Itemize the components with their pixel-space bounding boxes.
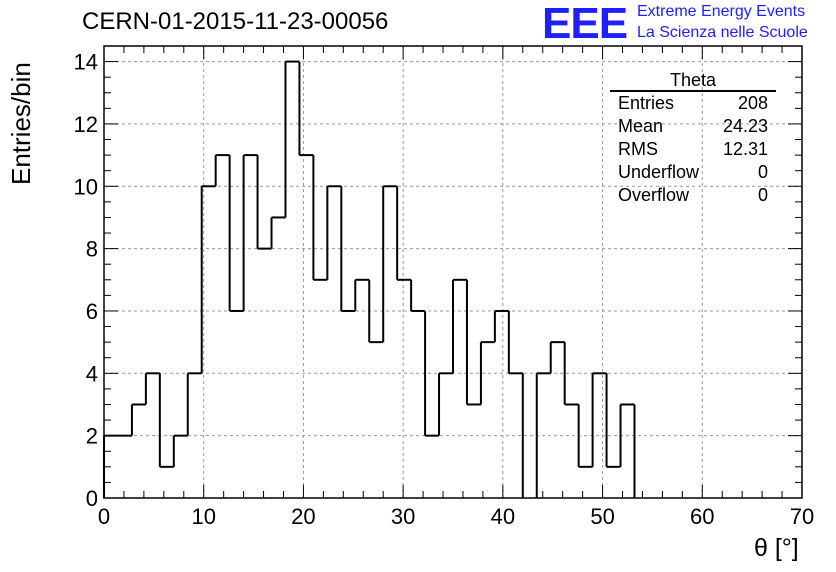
y-tick-label: 14 — [74, 50, 98, 75]
x-tick-label: 20 — [291, 504, 315, 529]
x-tick-label: 0 — [98, 504, 110, 529]
logo-line-1: Extreme Energy Events — [637, 3, 806, 20]
plot-frame — [103, 45, 803, 499]
stats-value: 12.31 — [722, 139, 768, 159]
y-tick-label: 2 — [86, 424, 98, 449]
histogram-steps — [103, 60, 636, 498]
stats-row-overflow: Overflow 0 — [610, 184, 776, 207]
chart-title: CERN-01-2015-11-23-00056 — [82, 8, 389, 35]
stats-label: Overflow — [618, 185, 690, 205]
y-tick-label: 8 — [86, 237, 98, 262]
stats-box: Theta Entries 208 Mean 24.23 RMS 12.31 U… — [610, 70, 776, 207]
y-tick-label: 4 — [86, 361, 98, 386]
axes: 0 10 20 30 40 50 60 70 0 2 4 6 8 10 12 14 — [74, 45, 814, 529]
y-tick-label: 12 — [74, 112, 98, 137]
x-axis-label: θ [°] — [754, 534, 799, 562]
stats-label: Entries — [618, 93, 675, 113]
y-tick-label: 6 — [86, 299, 98, 324]
x-tick-label: 70 — [790, 504, 814, 529]
x-tick-label: 30 — [391, 504, 415, 529]
stats-value: 0 — [757, 162, 768, 182]
eee-logo: EEE — [542, 0, 628, 48]
stats-row-entries: Entries 208 — [610, 92, 776, 115]
y-tick-label: 10 — [74, 174, 98, 199]
stats-label: RMS — [618, 139, 658, 159]
stats-label: Underflow — [618, 162, 700, 182]
x-tick-label: 10 — [191, 504, 215, 529]
stats-row-underflow: Underflow 0 — [610, 161, 776, 184]
x-tick-label: 50 — [590, 504, 614, 529]
stats-value: 0 — [757, 185, 768, 205]
stats-row-rms: RMS 12.31 — [610, 138, 776, 161]
y-tick-label: 0 — [86, 486, 98, 511]
stats-row-mean: Mean 24.23 — [610, 115, 776, 138]
stats-title: Theta — [610, 70, 776, 92]
stats-value: 208 — [737, 93, 768, 113]
logo-line-2: La Scienza nelle Scuole — [637, 24, 808, 41]
stats-value: 24.23 — [722, 116, 768, 136]
x-tick-label: 40 — [491, 504, 515, 529]
x-tick-label: 60 — [690, 504, 714, 529]
stats-label: Mean — [618, 116, 664, 136]
y-axis-label: Entries/bin — [6, 62, 36, 185]
